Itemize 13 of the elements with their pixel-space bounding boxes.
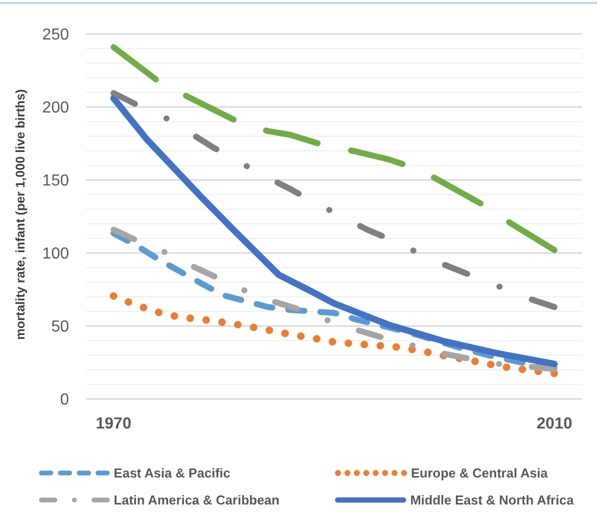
y-tick-label: 250 bbox=[42, 26, 70, 44]
y-tick-label: 150 bbox=[42, 172, 70, 190]
y-tick-label: 200 bbox=[42, 100, 70, 117]
y-tick-label: 0 bbox=[60, 392, 70, 409]
x-tick-label: 1970 bbox=[96, 416, 132, 433]
y-tick-label: 100 bbox=[42, 246, 70, 263]
legend-label: Middle East & North Africa bbox=[410, 492, 574, 508]
y-tick-label: 50 bbox=[51, 318, 70, 336]
legend-label: East Asia & Pacific bbox=[114, 466, 230, 481]
legend-label: Latin America & Caribbean bbox=[114, 492, 280, 508]
x-tick-label: 2010 bbox=[536, 416, 572, 433]
legend-label: Europe & Central Asia bbox=[411, 466, 549, 481]
y-axis-title: mortality rate, infant (per 1,000 live births) bbox=[13, 89, 28, 340]
